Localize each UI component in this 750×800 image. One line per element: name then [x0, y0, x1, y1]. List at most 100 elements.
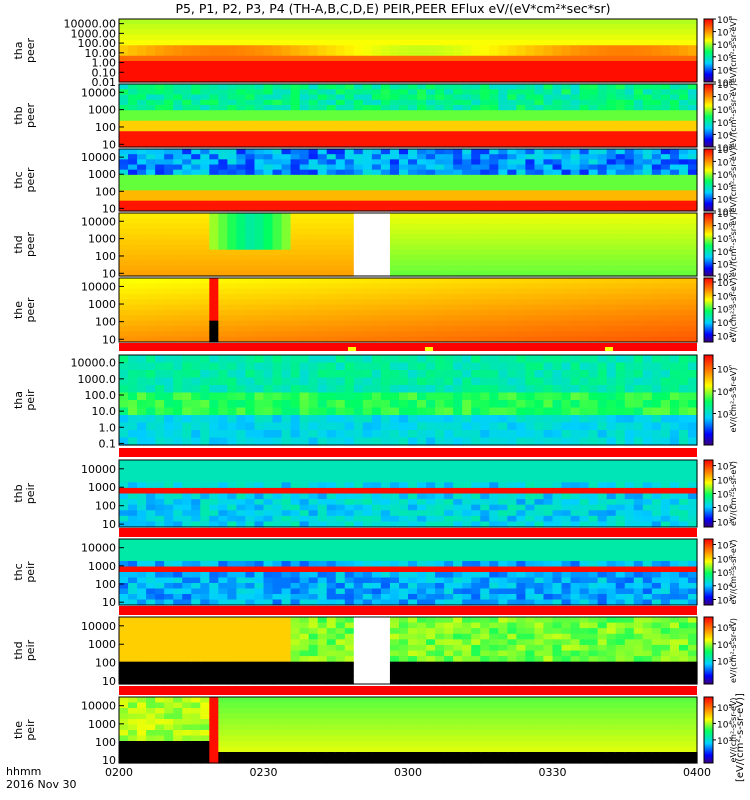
heatmap-cell: [128, 205, 138, 212]
heatmap-cell: [579, 205, 590, 212]
heatmap-cell: [606, 370, 617, 379]
heatmap-cell: [173, 40, 183, 46]
heatmap-cell: [561, 320, 572, 327]
heatmap-cell: [326, 234, 337, 240]
heatmap-cell: [426, 71, 436, 78]
heatmap-cell: [182, 504, 192, 511]
heatmap-cell: [633, 76, 644, 83]
heatmap-cell: [182, 320, 192, 327]
heatmap-cell: [570, 362, 581, 371]
heatmap-cell: [489, 310, 499, 316]
heatmap-cell: [462, 249, 472, 256]
heatmap-cell: [417, 94, 427, 101]
heatmap-cell: [498, 265, 508, 272]
heatmap-cell: [489, 400, 499, 409]
heatmap-cell: [146, 180, 156, 186]
heatmap-cell: [444, 185, 454, 191]
heatmap-cell: [408, 370, 418, 379]
heatmap-cell: [362, 141, 373, 148]
heatmap-cell: [606, 40, 617, 46]
heatmap-cell: [299, 180, 310, 186]
heatmap-cell: [227, 299, 238, 306]
heatmap-cell: [191, 195, 201, 202]
heatmap-cell: [146, 105, 156, 111]
heatmap-cell: [489, 228, 499, 235]
heatmap-cell: [272, 510, 283, 517]
heatmap-cell: [651, 294, 662, 300]
heatmap-cell: [137, 154, 147, 160]
heatmap-cell: [597, 84, 608, 90]
heatmap-cell: [435, 76, 445, 83]
heatmap-cell: [615, 19, 626, 25]
heatmap-cell: [633, 94, 644, 101]
heatmap-cell: [182, 521, 192, 528]
heatmap-cell: [182, 278, 192, 284]
heatmap-cell: [606, 304, 617, 311]
heatmap-cell: [137, 260, 147, 267]
heatmap-cell: [552, 159, 563, 166]
heatmap-cell: [615, 169, 626, 176]
heatmap-cell: [516, 84, 527, 90]
y-tick-label: 1000.0: [78, 373, 117, 386]
heatmap-cell: [570, 89, 581, 96]
colorbar-tick-label: 10⁵: [717, 183, 732, 193]
heatmap-cell: [444, 260, 454, 267]
heatmap-cell: [633, 45, 644, 52]
heatmap-cell: [254, 61, 265, 67]
heatmap-cell: [128, 34, 138, 41]
heatmap-cell: [570, 99, 581, 106]
heatmap-cell: [254, 40, 265, 46]
heatmap-cell: [642, 270, 653, 277]
heatmap-cell: [335, 45, 346, 52]
heatmap-cell: [660, 249, 671, 256]
heatmap-cell: [119, 34, 129, 41]
heatmap-cell: [272, 29, 283, 36]
heatmap-cell: [516, 270, 527, 277]
heatmap-cell: [200, 515, 210, 523]
heatmap-cell: [128, 99, 138, 106]
heatmap-cell: [155, 482, 165, 489]
heatmap-cell: [245, 487, 256, 495]
heatmap-cell: [146, 422, 156, 431]
heatmap-cell: [570, 126, 581, 132]
heatmap-cell: [480, 195, 490, 202]
heatmap-cell: [335, 362, 346, 371]
heatmap-cell: [669, 400, 680, 409]
heatmap-cell: [209, 169, 219, 176]
heatmap-cell: [534, 315, 545, 322]
heatmap-cell: [389, 437, 400, 446]
heatmap-cell: [561, 326, 572, 332]
heatmap-cell: [398, 234, 409, 240]
heatmap-cell: [398, 244, 409, 251]
heatmap-cell: [137, 223, 147, 230]
heatmap-cell: [408, 377, 418, 386]
heatmap-cell: [146, 234, 156, 240]
heatmap-cell: [570, 304, 581, 311]
heatmap-cell: [218, 234, 228, 240]
heatmap-cell: [389, 66, 400, 73]
heatmap-cell: [299, 294, 310, 300]
heatmap-cell: [606, 437, 617, 446]
heatmap-cell: [155, 50, 165, 57]
heatmap-cell: [272, 465, 283, 472]
heatmap-cell: [362, 205, 373, 212]
heatmap-cell: [588, 218, 599, 225]
heatmap-cell: [182, 400, 192, 409]
heatmap-cell: [408, 136, 418, 143]
heatmap-cell: [624, 288, 635, 295]
heatmap-cell: [417, 141, 427, 148]
heatmap-cell: [561, 149, 572, 155]
heatmap-cell: [489, 115, 499, 122]
heatmap-cell: [570, 29, 581, 36]
heatmap-cell: [272, 499, 283, 506]
heatmap-cell: [597, 40, 608, 46]
heatmap-cell: [362, 169, 373, 176]
heatmap-cell: [471, 76, 481, 83]
heatmap-cell: [480, 244, 490, 251]
heatmap-cell: [552, 110, 563, 117]
heatmap-cell: [245, 154, 256, 160]
heatmap-cell: [561, 66, 572, 73]
heatmap-cell: [426, 19, 436, 25]
heatmap-cell: [191, 228, 201, 235]
heatmap-cell: [525, 336, 536, 343]
